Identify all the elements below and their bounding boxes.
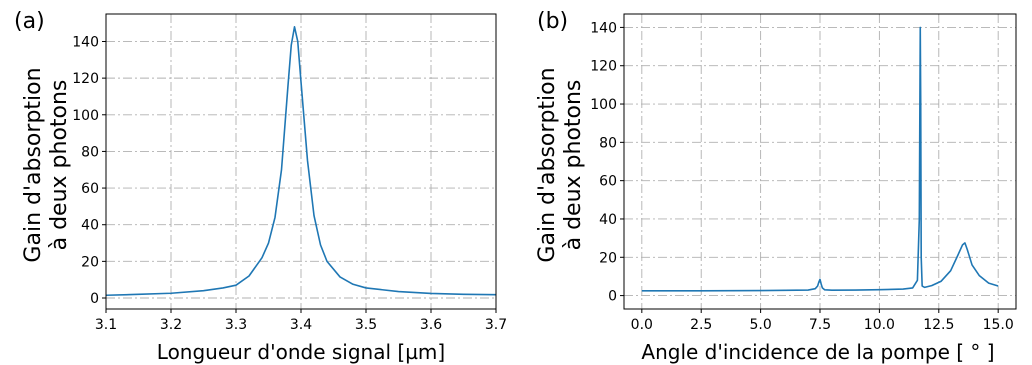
panel-a-ylabel-line2: à deux photons	[47, 80, 72, 251]
panel-b-x-tick-label: 0.0	[631, 317, 653, 333]
panel-b-y-tick-label: 20	[599, 250, 617, 266]
panel-b-ylabel-line2: à deux photons	[561, 80, 586, 251]
panel-a-x-tick-label: 3.5	[355, 317, 377, 333]
panel-b-y-tick-label: 100	[590, 97, 617, 113]
panel-a-series-line	[105, 26, 497, 297]
panel-a-y-tick-label: 140	[72, 34, 99, 50]
panel-a-letter: (a)	[14, 9, 45, 34]
panel-a-y-tick-label: 40	[81, 218, 99, 234]
panel-a-y-tick-label: 100	[72, 108, 99, 124]
panel-a: (a) Gain d'absorption à deux photons Lon…	[14, 9, 507, 364]
panel-b-x-tick-label: 10.0	[864, 317, 895, 333]
panel-b-y-tick-label: 40	[599, 212, 617, 228]
panel-b-y-tick-label: 80	[599, 135, 617, 151]
panel-b-y-tick-label: 0	[608, 289, 617, 305]
panel-a-grid	[105, 14, 497, 309]
panel-a-y-tick-label: 60	[81, 181, 99, 197]
panel-a-ylabel-line1: Gain d'absorption	[21, 67, 46, 262]
panel-b-ylabel: Gain d'absorption à deux photons	[535, 67, 586, 262]
panel-b-letter: (b)	[537, 9, 568, 34]
panel-b-y-tick-label: 140	[590, 20, 617, 36]
panel-a-y-tick-label: 0	[90, 291, 99, 307]
panel-a-x-tick-label: 3.3	[225, 317, 247, 333]
panel-a-x-tick-label: 3.2	[160, 317, 182, 333]
panel-b: (b) Gain d'absorption à deux photons Ang…	[535, 9, 1017, 364]
panel-b-x-tick-label: 5.0	[749, 317, 771, 333]
panel-a-ylabel: Gain d'absorption à deux photons	[21, 67, 72, 262]
panel-a-line-group	[105, 26, 497, 297]
panel-b-x-tick-label: 2.5	[690, 317, 712, 333]
panel-b-xlabel: Angle d'incidence de la pompe [ ° ]	[641, 340, 994, 364]
panel-b-x-tick-label: 15.0	[983, 317, 1014, 333]
panel-a-frame	[105, 13, 497, 310]
panel-b-ylabel-line1: Gain d'absorption	[535, 67, 560, 262]
panel-b-y-tick-label: 60	[599, 174, 617, 190]
panel-a-y-tick-label: 80	[81, 144, 99, 160]
panel-a-ticks: 3.1 3.2 3.3 3.4 3.5 3.6 3.7 0 20 40 60 80 100 120 140	[72, 34, 507, 333]
panel-a-xlabel: Longueur d'onde signal [µm]	[157, 340, 445, 364]
panel-a-x-tick-label: 3.6	[420, 317, 442, 333]
panel-a-y-tick-label: 120	[72, 71, 99, 87]
panel-a-x-tick-label: 3.1	[95, 317, 117, 333]
panel-a-x-tick-label: 3.7	[485, 317, 507, 333]
panel-a-y-tick-label: 20	[81, 254, 99, 270]
panel-b-x-tick-label: 12.5	[923, 317, 954, 333]
panel-b-y-tick-label: 120	[590, 59, 617, 75]
panel-b-line-group	[641, 26, 999, 292]
panel-b-ticks: 0.0 2.5 5.0 7.5 10.0 12.5 15.0 0 20 40 60 80 100 120 1…	[590, 20, 1014, 333]
panel-b-frame	[623, 13, 1017, 310]
panel-b-x-tick-label: 7.5	[809, 317, 831, 333]
panel-b-series-line	[641, 26, 999, 292]
panel-b-grid	[624, 14, 1016, 309]
panel-a-x-tick-label: 3.4	[290, 317, 312, 333]
